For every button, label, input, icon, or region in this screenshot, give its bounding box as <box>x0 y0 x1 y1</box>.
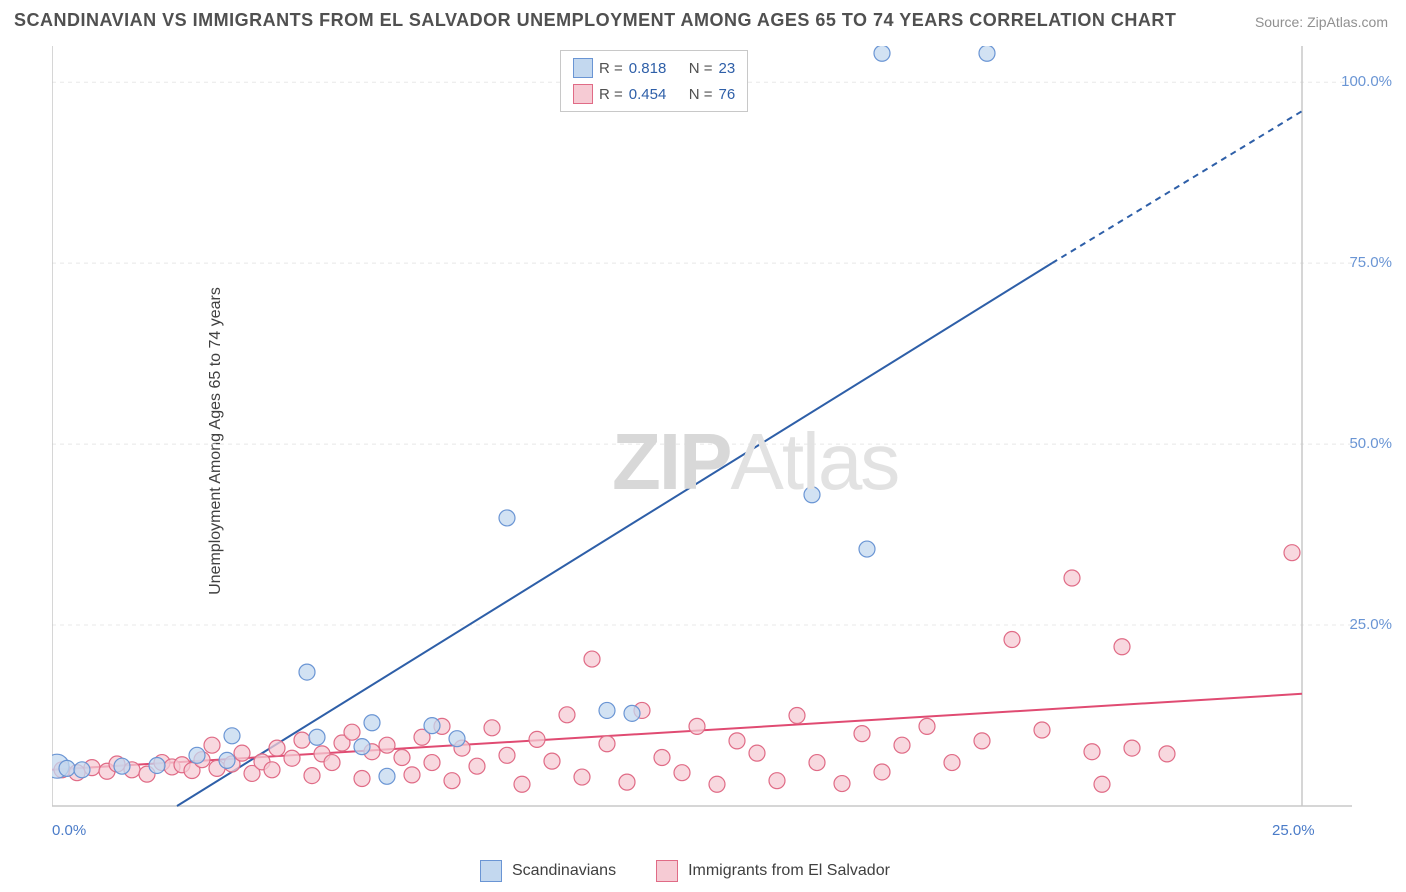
swatch-scandinavian-icon <box>480 860 502 882</box>
y-tick: 50.0% <box>1349 435 1392 452</box>
y-tick: 100.0% <box>1341 73 1392 90</box>
legend-stats: R = 0.818 N = 23 R = 0.454 N = 76 <box>560 50 748 112</box>
x-tick: 0.0% <box>52 822 86 839</box>
scatter-plot: Unemployment Among Ages 65 to 74 years Z… <box>52 46 1362 836</box>
legend-series: Scandinavians Immigrants from El Salvado… <box>480 860 890 882</box>
legend-item-elsalvador: Immigrants from El Salvador <box>656 860 890 882</box>
chart-canvas <box>52 46 1362 836</box>
x-tick: 25.0% <box>1272 822 1315 839</box>
source-label: Source: ZipAtlas.com <box>1255 14 1388 30</box>
chart-title: SCANDINAVIAN VS IMMIGRANTS FROM EL SALVA… <box>14 10 1176 31</box>
y-tick: 75.0% <box>1349 254 1392 271</box>
y-tick: 25.0% <box>1349 616 1392 633</box>
swatch-elsalvador <box>573 84 593 104</box>
legend-item-scandinavian: Scandinavians <box>480 860 616 882</box>
legend-row-elsalvador: R = 0.454 N = 76 <box>573 81 735 107</box>
legend-row-scandinavian: R = 0.818 N = 23 <box>573 55 735 81</box>
swatch-elsalvador-icon <box>656 860 678 882</box>
swatch-scandinavian <box>573 58 593 78</box>
